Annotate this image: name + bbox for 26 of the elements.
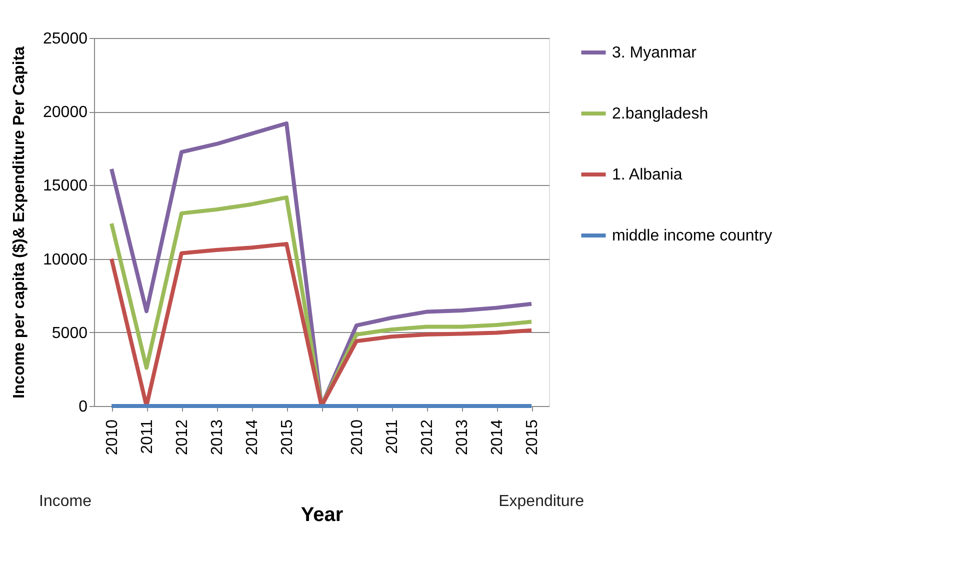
legend-label: middle income country: [612, 228, 772, 244]
x-tick-label: 2010: [104, 419, 121, 456]
x-tick-label: 2013: [209, 419, 226, 456]
x-tick-label: 2015: [279, 419, 296, 456]
y-tick-label: 10000: [43, 251, 88, 268]
x-tick-label: 2012: [174, 419, 191, 456]
y-axis-title: Income per capita ($)& Expenditure Per Capita: [11, 46, 28, 399]
x-tick-label: 2011: [384, 419, 401, 454]
x-axis-title: Year: [300, 504, 344, 526]
x-tick-label: 2012: [419, 419, 436, 456]
x-tick-label: 2014: [489, 419, 506, 456]
x-tick-label: 2011: [139, 419, 156, 454]
y-tick-label: 0: [78, 398, 88, 416]
y-tick-label: 25000: [43, 30, 88, 48]
x-tick-label: 2010: [349, 419, 366, 456]
x-tick-label: 2014: [244, 419, 261, 456]
legend-label: 2.bangladesh: [612, 106, 708, 122]
text: Income: [39, 493, 92, 510]
x-tick-label: 2015: [524, 419, 541, 456]
x-tick-label: 2013: [454, 419, 471, 456]
legend-label: 3. Myanmar: [612, 44, 698, 62]
y-tick-label: 5000: [52, 324, 88, 342]
y-tick-label: 20000: [43, 104, 88, 122]
text: Expenditure: [498, 493, 584, 510]
y-tick-label: 15000: [43, 178, 88, 195]
legend-label: 1. Albania: [612, 166, 682, 184]
